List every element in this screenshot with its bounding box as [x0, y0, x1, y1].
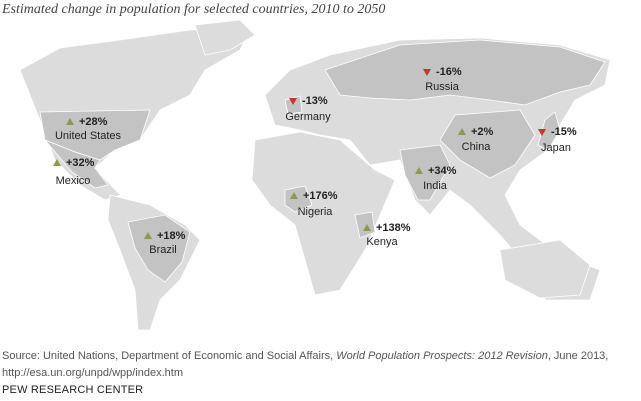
- increase-marker: [290, 192, 298, 199]
- change-label: +2%: [471, 126, 494, 138]
- land: [19, 19, 611, 331]
- change-label: -15%: [551, 126, 577, 138]
- increase-marker: [458, 128, 466, 135]
- change-label: -16%: [436, 66, 462, 78]
- decrease-marker: [423, 69, 431, 76]
- decrease-marker: [289, 98, 297, 105]
- increase-marker: [66, 118, 74, 125]
- source-publication: World Population Prospects: 2012 Revisio…: [336, 350, 548, 362]
- source-url: http://esa.un.org/unpd/wpp/index.htm: [2, 367, 184, 379]
- country-name: Japan: [541, 142, 571, 154]
- country-name: India: [423, 180, 448, 192]
- country-name: Nigeria: [298, 206, 334, 218]
- country-name: United States: [55, 130, 122, 142]
- world-map: +28% United States +32% Mexico +18% Brazil -13…: [19, 19, 611, 331]
- change-label: +28%: [79, 116, 108, 128]
- increase-marker: [363, 224, 371, 231]
- increase-marker: [53, 159, 61, 166]
- change-label: +176%: [303, 190, 338, 202]
- country-name: Russia: [425, 81, 460, 93]
- country-name: Kenya: [366, 236, 398, 248]
- change-label: +34%: [428, 165, 457, 177]
- increase-marker: [144, 232, 152, 239]
- change-label: +32%: [66, 157, 95, 169]
- country-name: Mexico: [56, 175, 91, 187]
- footer: PEW RESEARCH CENTER: [2, 384, 144, 396]
- decrease-marker: [538, 129, 546, 136]
- country-name: Brazil: [149, 244, 177, 256]
- source-text: Source: United Nations, Department of Ec…: [2, 350, 337, 362]
- country-name: Germany: [285, 111, 331, 123]
- source-note: Source: United Nations, Department of Ec…: [2, 348, 638, 382]
- country-name: China: [462, 141, 492, 153]
- change-label: -13%: [302, 95, 328, 107]
- source-text: , June 2013,: [547, 350, 609, 362]
- change-label: +138%: [376, 222, 411, 234]
- title: Estimated change in population for selec…: [2, 2, 386, 17]
- change-label: +18%: [157, 230, 186, 242]
- increase-marker: [415, 167, 423, 174]
